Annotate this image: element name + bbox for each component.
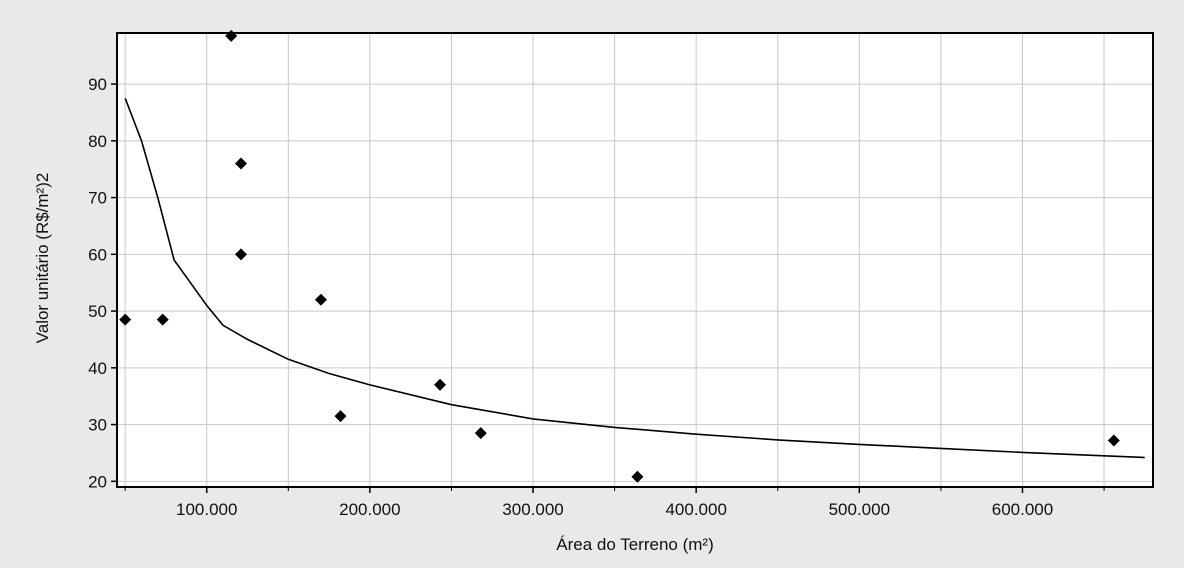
data-point-diamond <box>631 470 644 483</box>
x-tick-label: 600.000 <box>992 500 1053 519</box>
trend-curve <box>124 98 1145 459</box>
y-tick-label: 40 <box>88 359 107 378</box>
data-point-diamond <box>434 378 447 391</box>
x-tick-label: 400.000 <box>665 500 726 519</box>
x-tick-label: 300.000 <box>502 500 563 519</box>
y-axis-ticks: 20 30 40 50 60 70 80 90 <box>88 75 117 491</box>
grid <box>117 33 1153 487</box>
data-point-diamond <box>119 313 132 326</box>
y-tick-label: 90 <box>88 75 107 94</box>
plot-frame <box>116 32 1154 488</box>
data-point-diamond <box>334 410 347 423</box>
data-point-diamond <box>314 293 327 306</box>
x-axis-ticks: 100.000 200.000 300.000 400.000 500.000 600.0… <box>124 487 1105 519</box>
y-axis-title: Valor unitário (R$/m²)2 <box>33 173 52 344</box>
x-tick-label: 100.000 <box>176 500 237 519</box>
y-tick-label: 20 <box>88 472 107 491</box>
data-point-diamond <box>474 427 487 440</box>
y-tick-label: 60 <box>88 245 107 264</box>
plot-background <box>117 33 1153 487</box>
x-axis-title: Área do Terreno (m²) <box>556 535 713 554</box>
y-tick-label: 50 <box>88 302 107 321</box>
data-point-diamond <box>156 313 169 326</box>
y-tick-label: 80 <box>88 132 107 151</box>
data-points <box>119 29 1120 483</box>
x-tick-label: 500.000 <box>829 500 890 519</box>
y-tick-label: 70 <box>88 189 107 208</box>
data-point-diamond <box>234 248 247 261</box>
trend-line <box>124 98 1145 459</box>
x-tick-label: 200.000 <box>339 500 400 519</box>
data-point-diamond <box>234 157 247 170</box>
data-point-diamond <box>1107 434 1120 447</box>
y-tick-label: 30 <box>88 416 107 435</box>
